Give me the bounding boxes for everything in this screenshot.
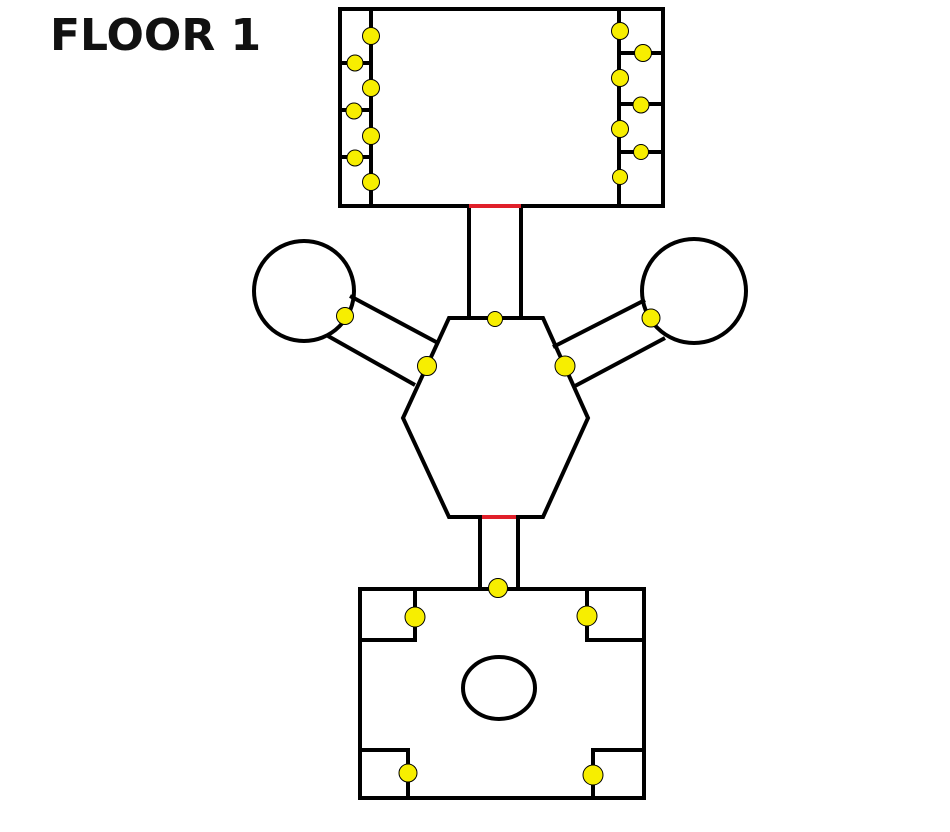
south-corridor (478, 515, 520, 589)
marker-dot (346, 54, 364, 72)
marker-dot (641, 308, 661, 328)
marker-dot (487, 311, 503, 327)
east-corridor-wall (552, 298, 646, 349)
marker-dot (404, 606, 426, 628)
marker-dot (611, 120, 629, 138)
marker-dot (398, 763, 418, 783)
marker-dot (488, 578, 508, 598)
bottom-room-corner-nw (360, 589, 417, 642)
marker-dot (582, 764, 604, 786)
marker-dot (612, 169, 628, 185)
central-hexagon-room (400, 316, 591, 519)
marker-dot (554, 355, 576, 377)
marker-dot (576, 605, 598, 627)
marker-dot (634, 44, 652, 62)
marker-dot (346, 149, 364, 167)
marker-dot (362, 127, 380, 145)
marker-dot (632, 96, 650, 114)
floor-title: FLOOR 1 (50, 10, 262, 61)
marker-dot (362, 173, 380, 191)
marker-dot (362, 79, 380, 97)
west-round-room (252, 239, 439, 387)
marker-dot (611, 22, 629, 40)
marker-dot (362, 27, 380, 45)
marker-dot (633, 144, 649, 160)
east-round-room-outline (640, 237, 748, 345)
west-corridor-wall (327, 334, 416, 387)
east-corridor-wall (574, 336, 666, 388)
east-round-room (552, 237, 748, 388)
bottom-room-oval (461, 655, 537, 721)
west-corridor-wall (349, 294, 439, 345)
marker-dot (417, 356, 437, 376)
marker-dot (336, 307, 354, 325)
north-corridor (467, 204, 523, 318)
west-round-room-outline (252, 239, 356, 343)
marker-dot (345, 102, 363, 120)
markers (336, 22, 661, 786)
marker-dot (611, 69, 629, 87)
